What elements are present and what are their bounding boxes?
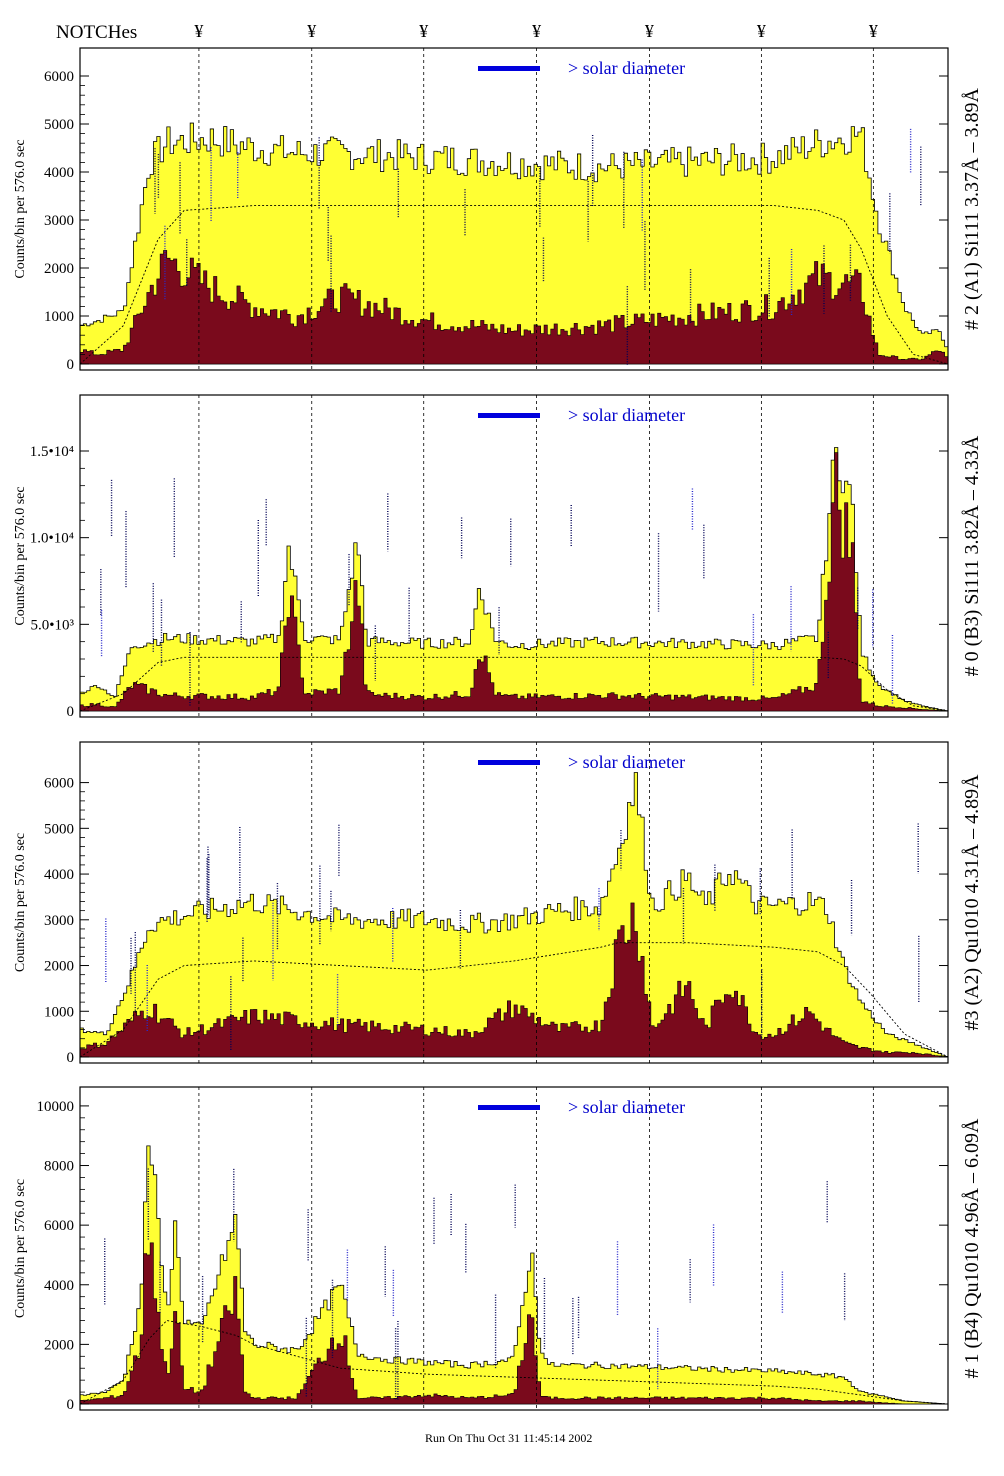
- legend-text: > solar diameter: [568, 1097, 685, 1117]
- y-tick-label: 1000: [44, 1004, 74, 1020]
- line-counts-histogram: [79, 250, 949, 365]
- legend-bar: [478, 66, 540, 71]
- legend-text: > solar diameter: [568, 58, 685, 78]
- y-tick-label: 1.0•10⁴: [30, 531, 74, 547]
- notch-marker-0: ¥: [194, 21, 203, 41]
- panel-0: 0 1000 2000 3000 4000 5000 6000 Counts/bin per …: [13, 47, 983, 373]
- footer-text: Run On Thu Oct 31 11:45:14 2002: [425, 1431, 592, 1445]
- panel-frame: [79, 394, 949, 718]
- model-curve: [79, 205, 949, 365]
- panel-3: 0 2000 4000 6000 8000 10000 Counts/bin per 576…: [13, 1086, 983, 1413]
- y-tick-label: 2000: [44, 1337, 74, 1353]
- y-tick-label: 0: [67, 1397, 75, 1413]
- y-tick-label: 5000: [44, 821, 74, 837]
- line-annotation-marks: [154, 128, 922, 366]
- y-tick-label: 3000: [44, 913, 74, 929]
- panel-frame: [79, 1086, 949, 1411]
- notch-marker-2: ¥: [419, 21, 428, 41]
- legend-bar: [478, 1105, 540, 1110]
- panel-frame: [79, 47, 949, 371]
- line-counts-histogram: [79, 452, 949, 712]
- line-annotation-marks: [100, 478, 894, 707]
- y-tick-label: 2000: [44, 959, 74, 975]
- panel-side-label: # 1 (B4) Qu1010 4.96Å – 6.09Å: [961, 1118, 983, 1379]
- panel-2: 0 1000 2000 3000 4000 5000 6000 Counts/bin per …: [13, 741, 983, 1066]
- y-tick-label: 4000: [44, 165, 74, 181]
- total-counts-histogram: [79, 772, 949, 1058]
- y-tick-label: 10000: [37, 1099, 75, 1115]
- panel-side-label: # 2 (A1) Si111 3.37Å – 3.89Å: [961, 88, 983, 330]
- panel-side-label: #3 (A2) Qu1010 4.31Å – 4.89Å: [961, 774, 983, 1031]
- y-tick-label: 1.5•10⁴: [30, 444, 74, 460]
- y-tick-label: 0: [67, 704, 75, 720]
- y-tick-label: 4000: [44, 1278, 74, 1294]
- panel-side-label: # 0 (B3) Si111 3.82Å – 4.33Å: [961, 435, 983, 676]
- y-axis-label: Counts/bin per 576.0 sec: [13, 139, 28, 278]
- y-tick-label: 1000: [44, 309, 74, 325]
- notch-marker-6: ¥: [869, 21, 878, 41]
- notches-label: NOTCHes: [56, 22, 137, 43]
- notch-marker-1: ¥: [307, 21, 316, 41]
- y-tick-label: 5000: [44, 117, 74, 133]
- y-axis-label: Counts/bin per 576.0 sec: [13, 833, 28, 972]
- notch-marker-3: ¥: [532, 21, 541, 41]
- legend-bar: [478, 760, 540, 765]
- y-tick-label: 4000: [44, 867, 74, 883]
- model-curve: [79, 942, 949, 1058]
- line-counts-histogram: [79, 902, 949, 1058]
- y-tick-label: 8000: [44, 1159, 74, 1175]
- panels: 0 1000 2000 3000 4000 5000 6000 Counts/bin per …: [13, 47, 983, 1413]
- y-axis-label: Counts/bin per 576.0 sec: [13, 1179, 28, 1318]
- y-tick-label: 6000: [44, 1218, 74, 1234]
- panel-frame: [79, 741, 949, 1064]
- y-tick-label: 6000: [44, 69, 74, 85]
- y-axis-label: Counts/bin per 576.0 sec: [13, 486, 28, 625]
- line-annotation-marks: [105, 823, 920, 1051]
- notch-marker-4: ¥: [645, 21, 654, 41]
- legend-text: > solar diameter: [568, 405, 685, 425]
- legend-bar: [478, 413, 540, 418]
- y-tick-label: 3000: [44, 213, 74, 229]
- y-tick-label: 2000: [44, 261, 74, 277]
- y-tick-label: 0: [67, 357, 75, 373]
- notch-markers: ¥ ¥ ¥ ¥ ¥ ¥ ¥: [194, 21, 877, 41]
- legend-text: > solar diameter: [568, 752, 685, 772]
- line-counts-histogram: [79, 1242, 948, 1405]
- y-tick-label: 6000: [44, 776, 74, 792]
- notch-marker-5: ¥: [757, 21, 766, 41]
- model-curve: [79, 656, 949, 712]
- y-tick-label: 0: [67, 1050, 75, 1066]
- y-tick-label: 5.0•10³: [31, 617, 75, 633]
- line-annotation-marks: [104, 1168, 846, 1400]
- panel-1: 0 5.0•10³ 1.0•10⁴ 1.5•10⁴ Counts/bin per 576…: [13, 394, 983, 720]
